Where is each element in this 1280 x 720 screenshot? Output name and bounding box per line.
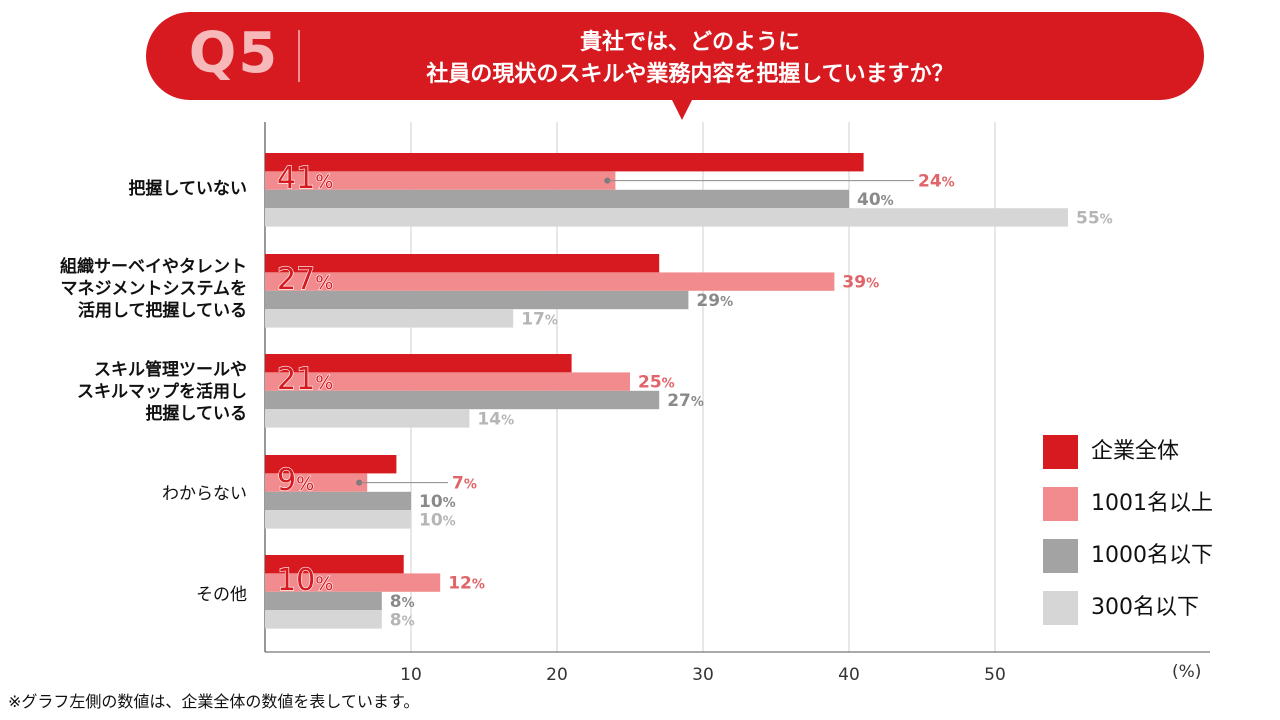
category-text: わからない [162,484,247,504]
question-label: Q5 [188,21,280,86]
category-text: その他 [196,585,247,605]
x-tick-label: 50 [984,665,1006,685]
legend-swatch [1043,435,1078,469]
bar-small-4 [265,610,382,629]
banner-shape [146,12,1204,100]
legend-label: 企業全体 [1091,439,1180,464]
bar-mid-0 [265,189,849,209]
value-label-mid: 10% [419,492,456,512]
value-label-small: 14% [477,409,514,429]
value-label-mid: 40% [857,190,894,210]
x-tick-label: 30 [692,665,714,685]
value-label-small: 17% [521,309,558,329]
bar-all-4 [265,555,404,574]
bar-small-3 [265,510,411,529]
value-label-large: 24% [918,172,955,192]
legend-swatch [1043,591,1078,625]
value-label-mid: 29% [696,291,733,311]
legend-label: 1000名以下 [1091,543,1213,568]
category-text: スキル管理ツールや スキルマップを活用し 把握している [77,360,247,424]
header-banner [146,12,1204,120]
category-label-4: その他 [196,584,247,606]
value-label-mid: 27% [667,391,704,411]
legend-label: 300名以下 [1091,595,1199,620]
legend-swatch [1043,539,1078,573]
bar-all-0 [265,153,864,172]
value-label-mid: 8% [390,592,415,612]
bar-all-1 [265,254,660,273]
value-label-large: 39% [842,273,879,293]
x-tick-label: 20 [546,665,568,685]
bar-mid-1 [265,290,689,310]
category-label-1: 組織サーベイやタレント マネジメントシステムを 活用して把握している [60,256,247,322]
bar-mid-3 [265,491,411,511]
value-label-small: 55% [1076,208,1113,228]
legend-label: 1001名以上 [1091,491,1213,516]
bar-mid-4 [265,591,382,611]
bar-all-3 [265,455,397,474]
category-text: 組織サーベイやタレント マネジメントシステムを 活用して把握している [60,257,247,321]
value-label-large: 25% [638,373,675,393]
value-label-large: 12% [448,574,485,594]
category-label-2: スキル管理ツールや スキルマップを活用し 把握している [77,359,247,425]
overall-value-label: 21% [277,362,333,397]
overall-value-label: 9% [277,463,314,498]
overall-value-label: 27% [277,262,333,297]
legend-swatch [1043,487,1078,521]
value-label-small: 10% [419,510,456,530]
value-label-large: 7% [452,474,477,494]
overall-value-label: 10% [277,563,333,598]
banner-pointer [672,100,692,120]
bar-small-1 [265,309,514,328]
bar-mid-2 [265,390,660,410]
title-line-1: 貴社では、どのように [579,30,800,55]
bar-small-2 [265,409,470,428]
title-line-2: 社員の現状のスキルや業務内容を把握していますか？ [426,62,954,87]
bar-large-2 [265,372,630,391]
bar-large-1 [265,272,835,291]
x-tick-label: 40 [838,665,860,685]
bar-large-0 [265,171,616,190]
category-label-0: 把握していない [129,178,248,200]
overall-value-label: 41% [277,161,333,196]
bar-small-0 [265,208,1068,227]
value-label-small: 8% [390,610,415,630]
category-text: 把握していない [128,179,248,199]
x-axis-unit: (%) [1172,662,1202,682]
x-tick-label: 10 [400,665,422,685]
bar-large-4 [265,573,441,592]
category-label-3: わからない [162,483,247,505]
bar-large-3 [265,473,368,492]
bar-all-2 [265,354,572,373]
footnote: ※グラフ左側の数値は、企業全体の数値を表しています。 [8,692,420,711]
